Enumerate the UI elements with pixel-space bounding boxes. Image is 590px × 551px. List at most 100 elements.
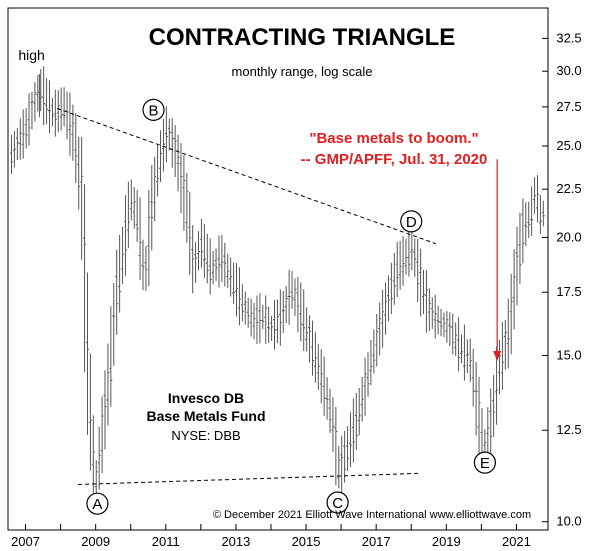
price-bar bbox=[18, 118, 22, 160]
price-bar bbox=[343, 430, 347, 483]
price-bar bbox=[331, 397, 335, 453]
wave-label-d: D bbox=[400, 210, 423, 233]
price-bar bbox=[515, 226, 519, 306]
x-tick-label: 2015 bbox=[292, 534, 321, 549]
y-tick-label: 15.0 bbox=[556, 347, 581, 362]
price-bar bbox=[217, 235, 221, 288]
price-bar bbox=[62, 87, 66, 127]
price-bar bbox=[68, 92, 72, 156]
price-bar bbox=[474, 361, 478, 436]
price-bar bbox=[392, 253, 396, 305]
price-bar bbox=[369, 339, 373, 386]
y-tick-label: 22.5 bbox=[556, 181, 581, 196]
price-bar bbox=[235, 263, 239, 317]
price-bar bbox=[12, 130, 16, 168]
y-tick-label: 17.5 bbox=[556, 284, 581, 299]
price-bar bbox=[243, 291, 247, 325]
axes: 10.0 12.5 15.0 17.5 20.0 22.5 25.0 27.5 30.0 32.5… bbox=[7, 7, 582, 549]
price-bar bbox=[302, 289, 306, 351]
price-bar bbox=[378, 302, 382, 356]
wave-label-c: C bbox=[326, 491, 349, 514]
price-bar bbox=[161, 118, 165, 172]
price-bar bbox=[451, 313, 455, 355]
price-bar bbox=[115, 249, 119, 335]
chart-title: CONTRACTING TRIANGLE bbox=[149, 24, 456, 51]
price-bar bbox=[74, 113, 78, 183]
price-bar bbox=[518, 212, 522, 285]
price-bar bbox=[308, 315, 312, 363]
price-bar bbox=[290, 270, 294, 309]
y-tick-label: 20.0 bbox=[556, 229, 581, 244]
price-bar bbox=[270, 315, 274, 341]
price-bar bbox=[167, 118, 171, 151]
price-bar bbox=[337, 446, 341, 489]
price-bar bbox=[530, 186, 534, 236]
price-bar bbox=[10, 134, 14, 174]
price-bar bbox=[141, 239, 145, 291]
price-bar bbox=[275, 299, 279, 344]
price-bar bbox=[354, 392, 358, 450]
price-bar bbox=[126, 181, 130, 249]
price-bar bbox=[199, 218, 203, 268]
price-bar bbox=[422, 269, 426, 315]
price-bar bbox=[281, 290, 285, 333]
price-bar bbox=[182, 155, 186, 231]
price-bar bbox=[477, 376, 481, 461]
svg-text:C: C bbox=[332, 495, 343, 512]
price-bar bbox=[310, 320, 314, 376]
trendlines bbox=[56, 107, 436, 486]
price-bar bbox=[173, 125, 177, 177]
price-bar bbox=[468, 338, 472, 382]
upper-trendline bbox=[56, 107, 436, 245]
lower-trendline bbox=[78, 472, 419, 486]
price-bar bbox=[278, 289, 282, 347]
price-bar bbox=[416, 238, 420, 302]
price-bar bbox=[381, 289, 385, 348]
price-bar bbox=[83, 184, 87, 373]
y-tick-label: 32.5 bbox=[556, 30, 581, 45]
fund-label: Invesco DB Base Metals Fund NYSE: DBB bbox=[146, 390, 265, 443]
price-bar bbox=[33, 82, 37, 122]
price-bar bbox=[232, 262, 236, 305]
price-bar bbox=[188, 192, 192, 275]
x-tick-label: 2017 bbox=[362, 534, 391, 549]
price-bar bbox=[340, 435, 344, 495]
price-bar bbox=[229, 257, 233, 297]
price-bar bbox=[284, 285, 288, 324]
price-bar bbox=[386, 275, 390, 322]
price-bar bbox=[287, 269, 291, 325]
annotation-line-2: -- GMP/APFF, Jul. 31, 2020 bbox=[301, 151, 488, 168]
price-bar bbox=[316, 343, 320, 390]
price-bar bbox=[322, 356, 326, 416]
price-bar bbox=[296, 276, 300, 333]
price-bar bbox=[424, 270, 428, 333]
price-bar bbox=[465, 339, 469, 374]
price-bar bbox=[503, 319, 507, 370]
price-bar bbox=[442, 312, 446, 337]
price-bar bbox=[492, 374, 496, 437]
fund-label-line-2: Base Metals Fund bbox=[146, 408, 265, 424]
price-bar bbox=[176, 134, 180, 192]
copyright-notice: © December 2021 Elliott Wave Internation… bbox=[213, 509, 531, 521]
price-bar bbox=[150, 165, 154, 251]
price-bar bbox=[267, 306, 271, 343]
wave-labels: A B C D E bbox=[86, 98, 496, 515]
price-bar bbox=[36, 74, 40, 112]
price-bar bbox=[299, 282, 303, 342]
price-bar bbox=[42, 66, 46, 126]
price-bar bbox=[132, 187, 136, 229]
price-bar bbox=[313, 332, 317, 383]
price-bar bbox=[334, 407, 338, 486]
price-bar bbox=[147, 190, 151, 287]
price-bar bbox=[457, 317, 461, 372]
price-bars bbox=[10, 66, 545, 505]
price-bar bbox=[395, 241, 399, 298]
price-bar bbox=[439, 308, 443, 337]
price-bar bbox=[226, 253, 230, 288]
price-bar bbox=[27, 93, 31, 146]
price-bar bbox=[433, 294, 437, 339]
price-bar bbox=[348, 412, 352, 468]
price-bar bbox=[419, 248, 423, 317]
price-bar bbox=[202, 223, 206, 278]
price-bar bbox=[535, 174, 539, 223]
